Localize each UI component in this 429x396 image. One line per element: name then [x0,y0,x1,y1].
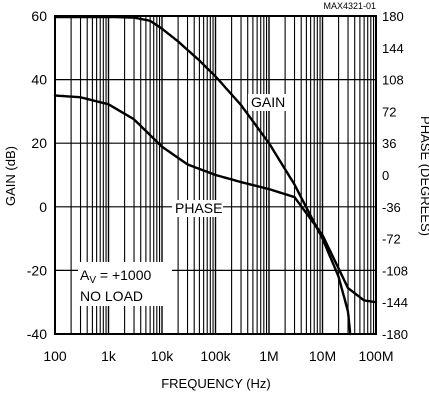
right-y-tick-label: -108 [382,263,408,278]
x-tick-label: 100M [358,348,393,364]
x-tick-label: 1M [259,348,278,364]
x-tick-label: 100 [43,348,67,364]
load-condition-label: NO LOAD [80,288,143,304]
gain-series-label-bg [248,94,290,111]
series-phase-line [53,94,378,304]
left-y-tick-label: -40 [27,326,47,342]
chart-id-label: MAX4321-01 [323,1,376,11]
phase-series-label: PHASE [175,200,222,216]
right-y-tick-label: -144 [382,295,408,310]
x-axis-title: FREQUENCY (Hz) [161,376,271,391]
gain-condition-label: AV = +1000 [80,267,152,286]
right-y-axis-title: PHASE (DEGREES) [418,116,429,236]
right-y-tick-label: 108 [382,73,404,88]
right-y-tick-label: 0 [382,168,389,183]
right-y-tick-label: 36 [382,136,396,151]
left-y-axis-title: GAIN (dB) [3,146,18,206]
right-y-tick-label: -180 [382,327,408,342]
gain-series-label: GAIN [251,94,285,110]
x-tick-label: 10M [309,348,336,364]
left-y-tick-label: 0 [39,199,47,215]
phase-series-label-bg [172,200,223,217]
right-y-tick-label: 144 [382,41,404,56]
x-tick-label: 1k [101,348,117,364]
series-gain-line [53,15,352,336]
x-tick-label: 10k [151,348,175,364]
left-y-tick-label: -20 [27,262,47,278]
right-y-tick-label: 180 [382,9,404,24]
left-y-tick-label: 60 [31,8,47,24]
plot-frame [54,15,377,335]
x-tick-label: 100k [200,348,231,364]
condition-box-bg [78,262,172,306]
right-y-tick-label: -72 [382,232,401,247]
right-y-tick-label: 72 [382,104,396,119]
left-y-tick-label: 40 [31,72,47,88]
left-y-tick-label: 20 [31,135,47,151]
right-y-tick-label: -36 [382,200,401,215]
